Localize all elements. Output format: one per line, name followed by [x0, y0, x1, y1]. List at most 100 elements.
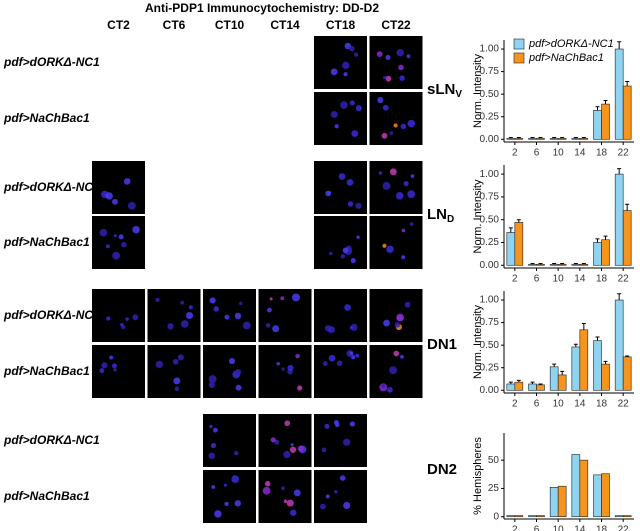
cell-spot [324, 325, 332, 332]
cell-spot [231, 475, 240, 484]
bar [514, 138, 524, 140]
cell-spot [381, 132, 388, 139]
bar [506, 138, 516, 140]
cell-spot [276, 362, 280, 366]
bar [571, 138, 581, 140]
x-tick-label: 22 [618, 148, 630, 159]
y-tick-label: 0.00 [480, 260, 500, 271]
x-tick-label: 10 [553, 399, 565, 410]
cell-spot [334, 490, 338, 494]
x-tick-label: 22 [618, 525, 630, 531]
micrograph [314, 216, 367, 269]
bar [514, 515, 524, 518]
y-tick-label: 0.50 [480, 340, 500, 351]
cell-spot [350, 257, 356, 264]
cell-spot [188, 305, 193, 310]
x-tick-label: 18 [596, 148, 608, 159]
x-tick-label: 22 [618, 399, 630, 410]
cell-spot [214, 510, 222, 518]
bar [557, 264, 567, 266]
error-bar [560, 136, 565, 139]
error-bar [538, 383, 543, 385]
region-label: sLNV [427, 81, 462, 100]
cell-spot [354, 52, 359, 57]
bar [514, 222, 524, 266]
cell-spot [319, 503, 326, 510]
region-subscript: V [455, 89, 462, 100]
bar [571, 454, 581, 518]
cell-spot [208, 381, 215, 389]
cell-spot [111, 363, 117, 369]
cell-spot [235, 384, 242, 391]
x-tick-label: 2 [512, 148, 518, 159]
cell-spot [127, 201, 136, 210]
cell-spot [406, 54, 411, 59]
error-bar [617, 41, 622, 50]
micrograph [258, 470, 312, 523]
cell-spot [336, 360, 343, 367]
bar [536, 264, 545, 266]
y-tick-label: 0 [493, 511, 499, 522]
error-bar [625, 81, 630, 87]
x-tick-label: 18 [596, 399, 608, 410]
micrograph [92, 216, 145, 269]
cell-spot [351, 130, 359, 137]
y-tick-label: 0.00 [480, 134, 500, 145]
x-tick-label: 6 [534, 274, 540, 285]
cell-spot [209, 297, 216, 304]
cell-spot [393, 123, 398, 128]
cell-spot [211, 485, 216, 489]
cell-spot [180, 320, 189, 328]
micrograph [203, 289, 256, 342]
y-axis-title: Norm. Intensity [472, 54, 484, 128]
cell-spot [281, 367, 285, 371]
legend-label: pdf>NaChBac1 [528, 52, 604, 64]
bar [622, 356, 632, 391]
region-name: LN [427, 206, 447, 223]
bar [601, 473, 610, 518]
cell-spot [185, 311, 194, 320]
cell-spot [338, 173, 346, 180]
cell-spot [347, 201, 354, 207]
cell-spot [228, 358, 236, 365]
cell-spot [410, 174, 415, 178]
genotype-label: pdf>dORKΔ-NC1 [3, 308, 100, 322]
cell-spot [349, 326, 354, 330]
cell-spot [349, 100, 355, 106]
error-bar [560, 370, 565, 375]
cell-spot [401, 228, 406, 233]
legend-swatch [513, 52, 525, 64]
cell-spot [398, 64, 404, 71]
bar [506, 232, 516, 266]
cell-spot [330, 110, 338, 118]
error-bar [573, 136, 578, 139]
y-tick-label: 0.25 [480, 362, 500, 373]
x-tick-label: 18 [596, 525, 608, 531]
bar [614, 515, 624, 518]
cell-spot [280, 296, 285, 301]
column-header: CT6 [163, 18, 186, 32]
bar [622, 515, 632, 518]
cell-spot [287, 364, 294, 372]
genotype-label: pdf>dORKΔ-NC1 [3, 55, 100, 69]
cell-spot [113, 234, 117, 238]
cell-spot [334, 124, 339, 129]
cell-spot [284, 420, 291, 427]
cell-spot [290, 443, 294, 447]
x-tick-label: 10 [553, 148, 565, 159]
x-tick-label: 10 [553, 525, 565, 531]
cell-spot [155, 360, 163, 369]
error-bar [595, 336, 600, 341]
cell-spot [350, 323, 358, 331]
region-label: LND [427, 206, 454, 225]
cell-spot [234, 450, 239, 456]
cell-spot [99, 368, 105, 374]
cell-spot [101, 362, 108, 369]
micrograph [369, 161, 423, 214]
micrograph [369, 36, 423, 89]
region-label: DN2 [427, 461, 457, 478]
error-bar [552, 136, 557, 139]
bar [593, 474, 602, 518]
cell-spot [272, 325, 280, 333]
